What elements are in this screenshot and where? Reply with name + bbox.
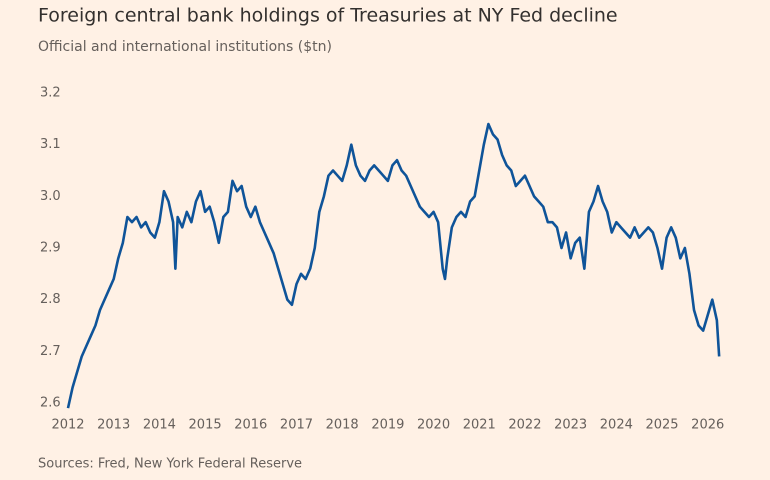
x-tick-label: 2020 <box>417 418 450 433</box>
x-tick-label: 2026 <box>691 418 724 433</box>
x-tick-label: 2017 <box>280 418 313 433</box>
x-tick-label: 2014 <box>143 418 176 433</box>
x-tick-label: 2018 <box>326 418 359 433</box>
y-tick-label: 2.9 <box>40 241 61 256</box>
y-tick-label: 3.1 <box>40 137 61 152</box>
x-tick-label: 2022 <box>508 418 541 433</box>
x-tick-label: 2021 <box>463 418 496 433</box>
source-note: Sources: Fred, New York Federal Reserve <box>38 457 302 472</box>
x-tick-label: 2024 <box>600 418 633 433</box>
x-tick-label: 2013 <box>97 418 130 433</box>
chart-subtitle: Official and international institutions … <box>38 39 332 55</box>
x-tick-label: 2019 <box>371 418 404 433</box>
y-tick-label: 2.7 <box>40 344 61 359</box>
x-tick-label: 2025 <box>645 418 678 433</box>
x-tick-label: 2023 <box>554 418 587 433</box>
chart-title: Foreign central bank holdings of Treasur… <box>38 5 618 27</box>
x-tick-label: 2016 <box>234 418 267 433</box>
y-tick-label: 2.8 <box>40 292 61 307</box>
y-tick-label: 2.6 <box>40 395 61 410</box>
y-tick-label: 3.2 <box>40 86 61 101</box>
y-tick-label: 3.0 <box>40 189 61 204</box>
data-line <box>66 122 721 409</box>
x-tick-label: 2015 <box>189 418 222 433</box>
x-tick-label: 2012 <box>51 418 84 433</box>
